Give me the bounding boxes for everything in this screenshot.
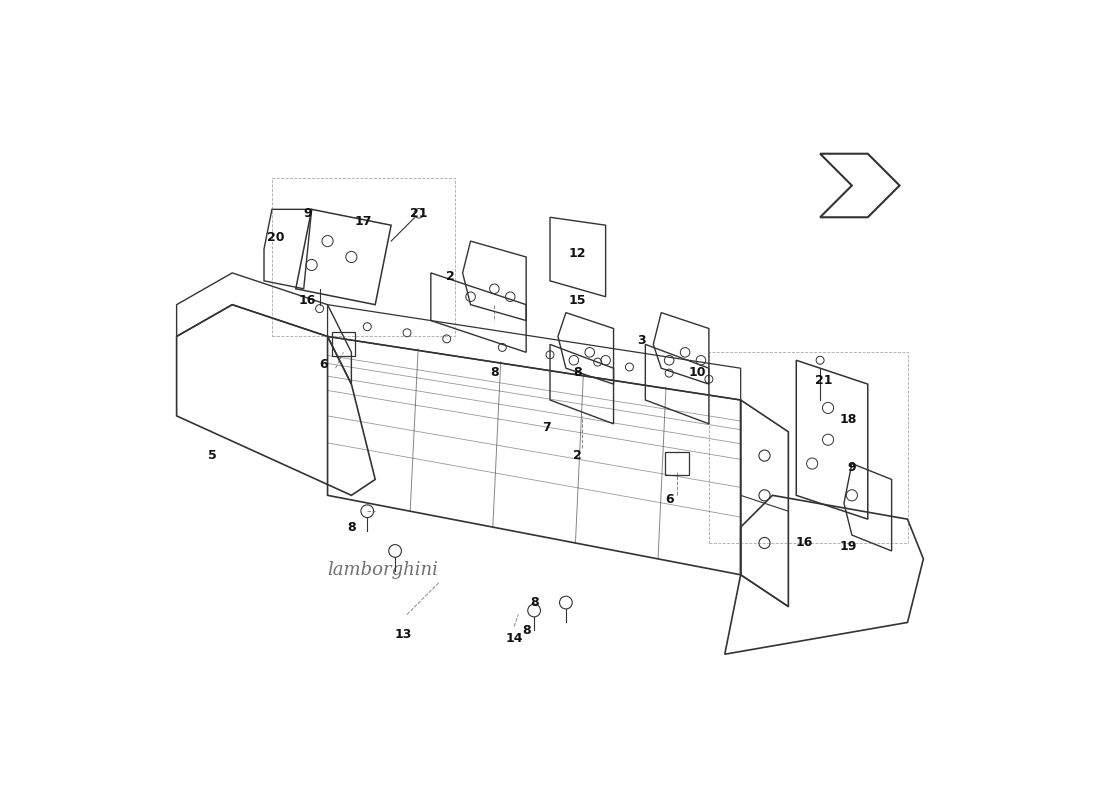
- Text: 8: 8: [573, 366, 582, 378]
- Text: 13: 13: [394, 628, 411, 641]
- Text: 5: 5: [208, 449, 217, 462]
- Text: 3: 3: [637, 334, 646, 347]
- Text: 21: 21: [410, 207, 428, 220]
- Text: 8: 8: [491, 366, 498, 378]
- Text: 19: 19: [839, 541, 857, 554]
- Text: 16: 16: [299, 294, 317, 307]
- Text: 10: 10: [689, 366, 706, 378]
- Text: 9: 9: [848, 461, 856, 474]
- Text: 21: 21: [815, 374, 833, 386]
- Text: 20: 20: [267, 230, 285, 244]
- Text: 17: 17: [354, 214, 372, 228]
- Text: 7: 7: [541, 422, 550, 434]
- Text: 9: 9: [304, 207, 312, 220]
- Text: 2: 2: [447, 270, 455, 283]
- Text: 16: 16: [795, 537, 813, 550]
- Text: 8: 8: [521, 624, 530, 637]
- Text: 14: 14: [506, 632, 522, 645]
- Text: 6: 6: [664, 493, 673, 506]
- Text: 18: 18: [839, 414, 857, 426]
- Text: 12: 12: [569, 246, 586, 259]
- Text: 8: 8: [530, 596, 538, 609]
- Text: 2: 2: [573, 449, 582, 462]
- Text: 15: 15: [569, 294, 586, 307]
- Text: lamborghini: lamborghini: [328, 561, 439, 578]
- Text: 6: 6: [319, 358, 328, 370]
- Text: 8: 8: [348, 521, 355, 534]
